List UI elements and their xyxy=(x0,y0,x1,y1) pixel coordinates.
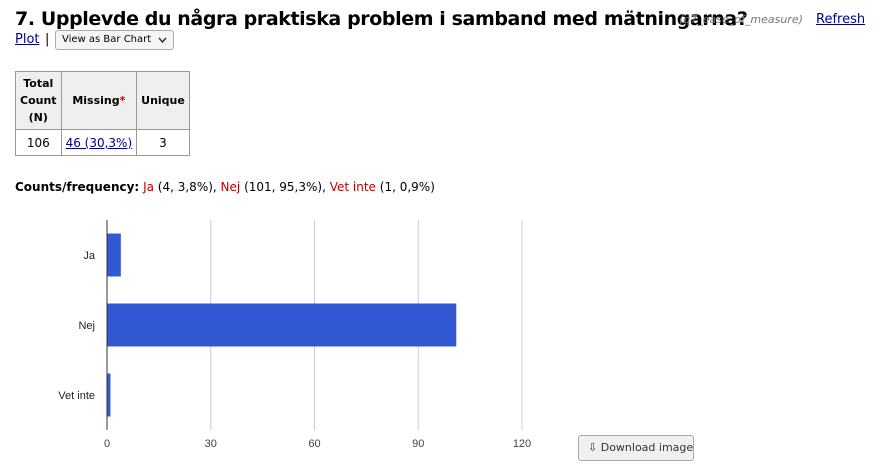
total-count-value: 106 xyxy=(15,129,62,156)
required-marker: * xyxy=(119,94,126,107)
header-unique: Unique xyxy=(136,71,190,130)
missing-value-link[interactable]: 46 (30,3%) xyxy=(65,135,133,150)
refresh-link[interactable]: Refresh xyxy=(816,12,866,27)
stats-table: Total Count (N) Missing* Unique 106 46 (… xyxy=(15,71,190,156)
chevron-down-icon xyxy=(158,37,167,44)
frequency-category: Nej xyxy=(220,180,241,194)
download-image-button[interactable]: ⇩ Download image xyxy=(578,435,694,461)
frequency-detail: (1, 0,9%) xyxy=(375,180,435,194)
separator: | xyxy=(45,32,50,47)
question-title: 7. Upplevde du några praktiska problem i… xyxy=(15,8,748,30)
missing-cell: 46 (30,3%) xyxy=(60,129,138,156)
download-label: Download image xyxy=(600,441,694,454)
category-label: Nej xyxy=(78,320,95,332)
category-label: Vet inte xyxy=(58,390,95,402)
x-tick-label: 90 xyxy=(412,438,424,450)
counts-frequency: Counts/frequency: Ja (4, 3,8%), Nej (101… xyxy=(15,180,435,194)
x-tick-label: 0 xyxy=(104,438,110,450)
category-label: Ja xyxy=(83,250,96,262)
x-tick-label: 30 xyxy=(205,438,217,450)
frequency-category: Ja xyxy=(143,180,154,194)
x-tick-label: 120 xyxy=(513,438,531,450)
frequency-detail: (101, 95,3%) xyxy=(240,180,323,194)
frequency-category: Vet inte xyxy=(329,180,376,194)
header-total-count: Total Count (N) xyxy=(15,71,62,130)
header-missing: Missing* xyxy=(60,71,138,130)
bar xyxy=(107,303,457,347)
unique-value: 3 xyxy=(136,129,190,156)
bar-chart: 0 30 60 90 120 Ja Nej Vet inte xyxy=(58,220,531,450)
plot-link[interactable]: Plot xyxy=(15,32,40,47)
x-tick-label: 60 xyxy=(308,438,320,450)
view-type-select[interactable]: View as Bar Chart xyxy=(55,30,174,50)
download-icon: ⇩ xyxy=(588,441,598,454)
view-type-value: View as Bar Chart xyxy=(62,34,152,45)
variable-name: (q7_ease_of_measure) xyxy=(679,13,803,26)
bar xyxy=(107,233,121,277)
bar xyxy=(107,373,111,417)
frequency-label: Counts/frequency: xyxy=(15,180,140,194)
frequency-detail: (4, 3,8%) xyxy=(153,180,213,194)
